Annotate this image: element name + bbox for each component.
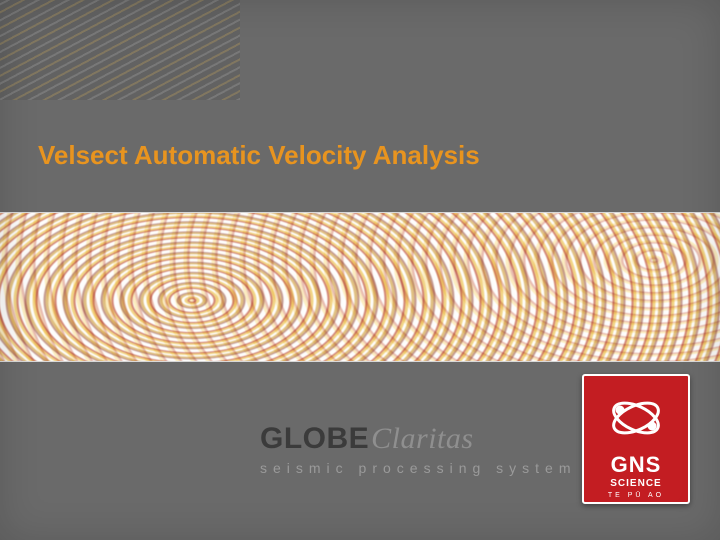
gns-science-badge: GNS SCIENCE TE PŪ AO (582, 374, 690, 504)
seismic-band-image (0, 212, 720, 362)
globe-claritas-logo: GLOBE Claritas seismic processing system (260, 422, 577, 476)
gns-text-sub: SCIENCE (610, 478, 661, 489)
logo-word-globe: GLOBE (260, 422, 369, 456)
corner-seismic-texture (0, 0, 240, 100)
slide-title: Velsect Automatic Velocity Analysis (38, 140, 480, 171)
gns-swirl-icon (604, 386, 668, 450)
logo-subtitle: seismic processing system (260, 460, 577, 476)
gns-text-main: GNS (611, 454, 662, 476)
logo-word-claritas: Claritas (371, 422, 473, 456)
gns-text-maori: TE PŪ AO (608, 492, 664, 499)
logo-primary-line: GLOBE Claritas (260, 422, 577, 456)
